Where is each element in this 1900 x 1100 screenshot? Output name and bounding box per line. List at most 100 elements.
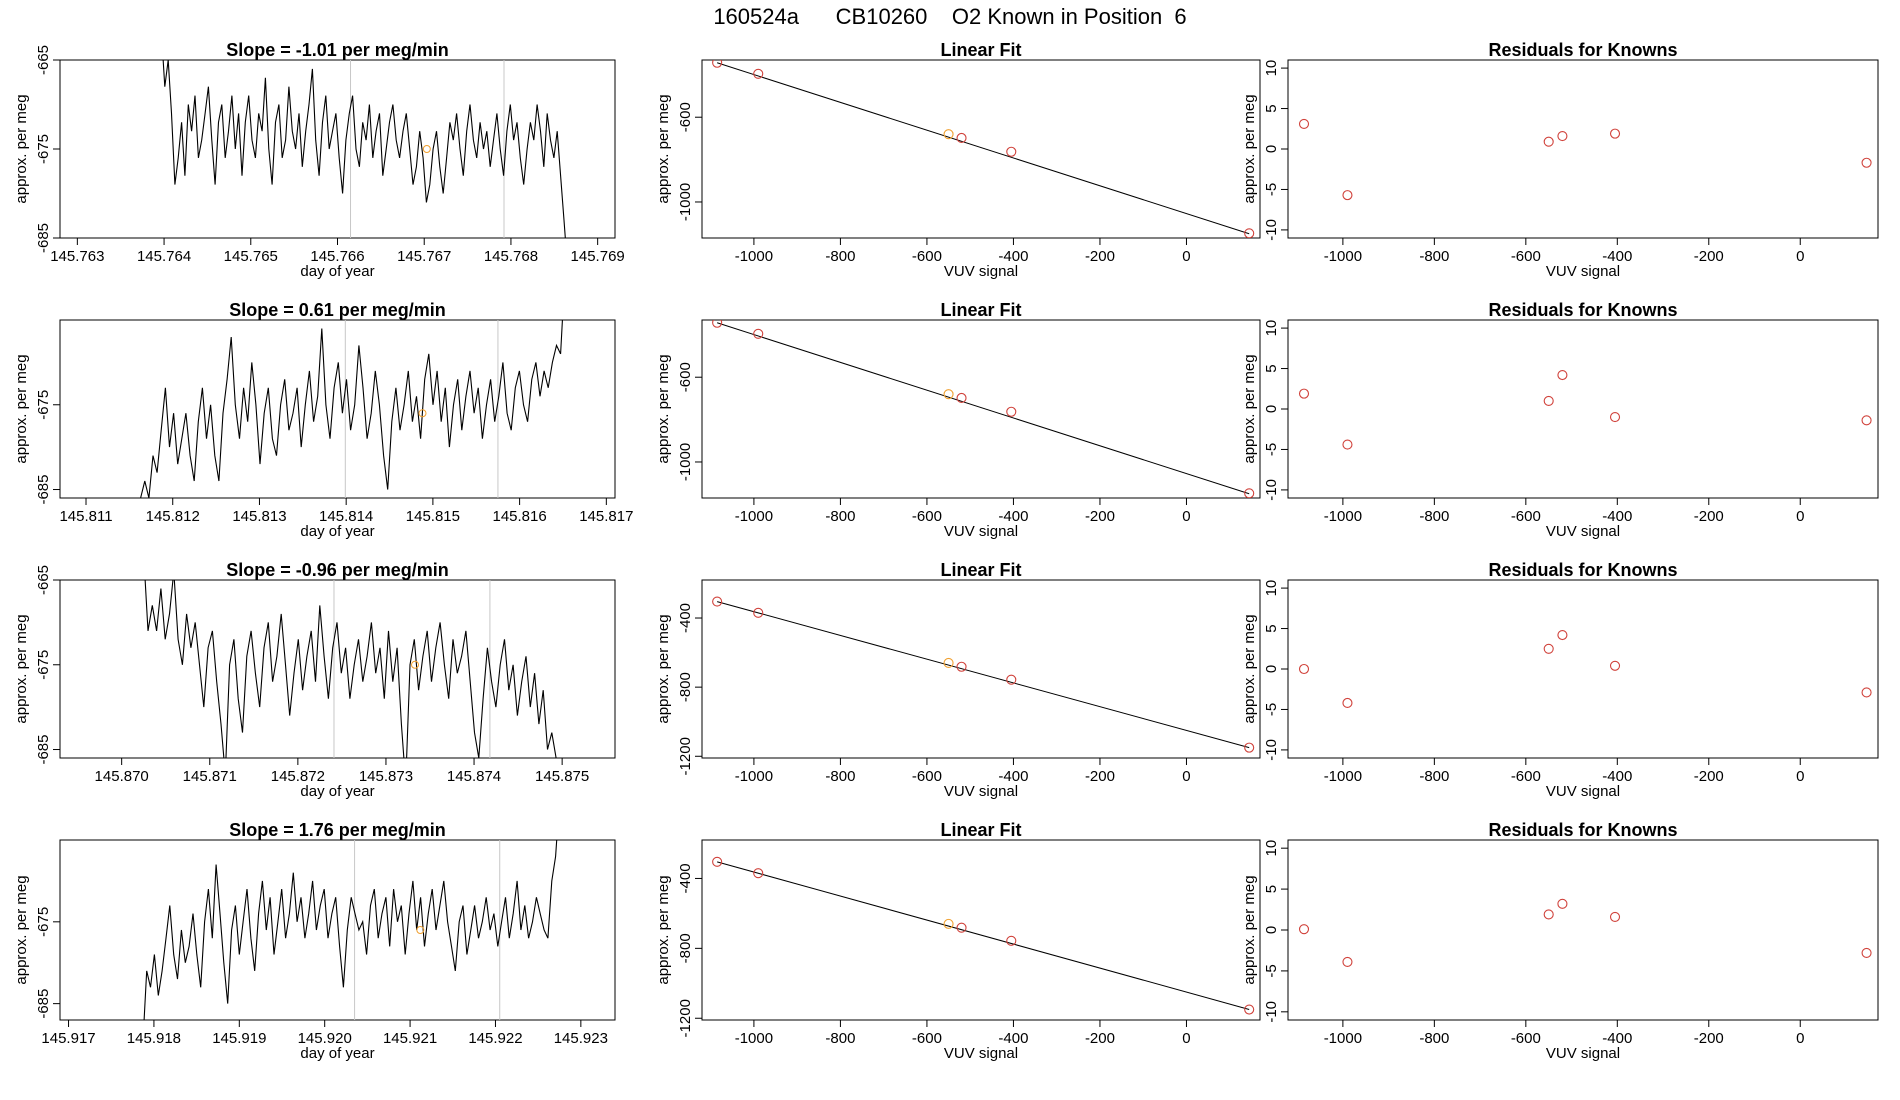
data-point bbox=[753, 328, 764, 339]
y-tick-label: 5 bbox=[1263, 104, 1280, 112]
y-tick-label: -685 bbox=[35, 735, 52, 765]
x-tick-label: -800 bbox=[1419, 248, 1449, 265]
y-tick-label: -600 bbox=[677, 102, 694, 132]
plot-frame bbox=[1287, 59, 1879, 239]
x-tick-label: 0 bbox=[1796, 768, 1804, 785]
y-tick-label: -665 bbox=[35, 45, 52, 75]
plot-frame bbox=[701, 839, 1261, 1021]
plot-title: Slope = 0.61 per meg/min bbox=[229, 300, 446, 320]
x-tick-label: 145.814 bbox=[319, 508, 373, 525]
x-tick-label: 0 bbox=[1796, 1030, 1804, 1047]
data-point bbox=[753, 607, 764, 618]
data-point bbox=[1557, 898, 1568, 909]
plot-frame bbox=[1287, 839, 1879, 1021]
y-tick-label: -10 bbox=[1263, 479, 1280, 501]
y-tick-label: 10 bbox=[1263, 840, 1280, 857]
x-tick-label: -400 bbox=[1602, 1030, 1632, 1047]
data-point bbox=[1543, 395, 1554, 406]
data-point bbox=[753, 868, 764, 879]
data-point bbox=[956, 661, 967, 672]
plot-area bbox=[712, 60, 1255, 238]
data-point bbox=[1244, 228, 1255, 238]
x-tick-label: 145.816 bbox=[492, 508, 546, 525]
y-axis-label: approx. per meg bbox=[1241, 875, 1258, 984]
plot-title: Slope = -0.96 per meg/min bbox=[226, 560, 449, 580]
y-tick-label: 5 bbox=[1263, 885, 1280, 893]
plot-area bbox=[140, 320, 563, 498]
data-point bbox=[1298, 663, 1310, 675]
x-tick-label: 0 bbox=[1796, 248, 1804, 265]
y-tick-label: -600 bbox=[677, 362, 694, 392]
x-tick-label: 145.767 bbox=[397, 248, 451, 265]
x-tick-label: -400 bbox=[1602, 768, 1632, 785]
y-tick-label: 0 bbox=[1263, 926, 1280, 934]
data-point bbox=[1609, 128, 1621, 139]
plot-area bbox=[712, 856, 1255, 1015]
x-tick-label: 145.921 bbox=[383, 1030, 437, 1047]
panel-1-2: Linear Fit -1000 -800 -600 -400 -200 0 VUV sign… bbox=[655, 40, 1261, 280]
y-axis-label: approx. per meg bbox=[13, 614, 30, 723]
y-tick-label: 0 bbox=[1263, 665, 1280, 673]
y-tick-label: -10 bbox=[1263, 739, 1280, 761]
x-tick-label: -1000 bbox=[1324, 768, 1362, 785]
known-marker bbox=[411, 660, 420, 669]
plot-title: Residuals for Knowns bbox=[1488, 40, 1677, 60]
known-point bbox=[943, 389, 954, 400]
y-tick-label: 5 bbox=[1263, 624, 1280, 632]
x-tick-label: -200 bbox=[1085, 1030, 1115, 1047]
y-tick-label: -685 bbox=[35, 475, 52, 505]
y-axis-label: approx. per meg bbox=[13, 94, 30, 203]
plot-area bbox=[143, 840, 558, 1020]
data-point bbox=[1557, 369, 1568, 381]
x-axis-label: day of year bbox=[300, 523, 374, 540]
x-tick-label: -600 bbox=[912, 508, 942, 525]
series-line bbox=[162, 60, 566, 238]
plot-title: Linear Fit bbox=[940, 820, 1021, 840]
x-tick-label: 145.765 bbox=[224, 248, 278, 265]
x-tick-label: 145.817 bbox=[579, 508, 633, 525]
x-tick-label: 145.872 bbox=[271, 768, 325, 785]
data-point bbox=[1342, 439, 1353, 450]
x-tick-label: 145.875 bbox=[535, 768, 589, 785]
panel-2-3: Residuals for Knowns-1000 -800 -600 -400 -20… bbox=[1241, 300, 1879, 540]
x-axis-label: VUV signal bbox=[1546, 1045, 1620, 1062]
y-tick-label: -5 bbox=[1263, 183, 1280, 196]
data-point bbox=[1006, 146, 1017, 157]
y-tick-label: -400 bbox=[677, 863, 694, 893]
x-tick-label: -600 bbox=[912, 1030, 942, 1047]
plot-title: Linear Fit bbox=[940, 40, 1021, 60]
x-tick-label: -200 bbox=[1694, 248, 1724, 265]
data-point bbox=[1006, 935, 1017, 946]
data-point bbox=[956, 392, 967, 404]
x-tick-label: -200 bbox=[1694, 508, 1724, 525]
y-tick-label: 10 bbox=[1263, 580, 1280, 597]
fit-line bbox=[716, 62, 1250, 235]
x-tick-label: 0 bbox=[1796, 508, 1804, 525]
panel-3-1: Slope = -0.96 per meg/min 145.870 145.871 1… bbox=[13, 560, 616, 800]
y-tick-label: -1200 bbox=[677, 999, 694, 1037]
y-tick-label: -5 bbox=[1263, 443, 1280, 456]
data-point bbox=[753, 68, 764, 79]
x-tick-label: 145.917 bbox=[41, 1030, 95, 1047]
known-marker bbox=[422, 145, 431, 153]
x-axis-label: VUV signal bbox=[944, 1045, 1018, 1062]
panel-1-3: Residuals for Knowns-1000 -800 -600 -400 -20… bbox=[1241, 40, 1879, 280]
y-tick-label: -10 bbox=[1263, 219, 1280, 241]
data-point bbox=[1342, 190, 1353, 201]
y-tick-label: -10 bbox=[1263, 1001, 1280, 1023]
panel-2-1: Slope = 0.61 per meg/min 145.811 145.812 14… bbox=[13, 300, 633, 540]
x-tick-label: 0 bbox=[1182, 1030, 1190, 1047]
y-tick-label: -5 bbox=[1263, 964, 1280, 977]
y-tick-label: 10 bbox=[1263, 320, 1280, 337]
panel-4-2: Linear Fit -1000 -800 -600 -400 -200 0 VUV sign… bbox=[655, 820, 1261, 1062]
data-point bbox=[1861, 415, 1872, 426]
plot-area bbox=[144, 580, 557, 758]
x-axis-label: VUV signal bbox=[944, 783, 1018, 800]
data-point bbox=[1342, 697, 1353, 709]
x-tick-label: -600 bbox=[1511, 768, 1541, 785]
y-axis-label: approx. per meg bbox=[655, 875, 672, 984]
y-axis-label: approx. per meg bbox=[1241, 94, 1258, 203]
data-point bbox=[1244, 1004, 1255, 1015]
plot-area bbox=[1298, 369, 1872, 450]
x-tick-label: -1000 bbox=[1324, 508, 1362, 525]
